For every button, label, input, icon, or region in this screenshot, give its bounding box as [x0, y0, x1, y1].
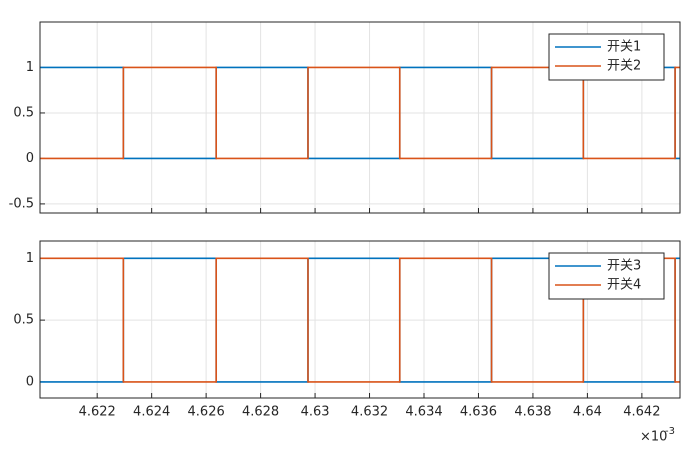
y-tick-label: 0: [26, 374, 34, 389]
x-multiplier-exponent: -3: [665, 426, 675, 437]
x-tick-label: 4.634: [405, 405, 442, 420]
axes-box: [39, 21, 681, 214]
x-tick-label: 4.636: [460, 405, 497, 420]
y-tick-label: 1: [26, 60, 34, 75]
x-tick-label: 4.624: [133, 405, 170, 420]
y-tick-label: 0: [26, 151, 34, 166]
x-tick-label: 4.632: [351, 405, 388, 420]
x-tick-label: 4.642: [623, 405, 660, 420]
x-tick-label: 4.628: [242, 405, 279, 420]
x-tick-label: 4.638: [514, 405, 551, 420]
legend-label: 开关4: [607, 278, 641, 293]
legend-box: [548, 252, 665, 300]
y-tick-label: 1: [26, 251, 34, 266]
axes-box: [39, 240, 681, 399]
x-multiplier-base: ×10: [640, 430, 667, 445]
series-line: [40, 66, 680, 160]
y-tick-label: 0.5: [13, 313, 34, 328]
y-tick-label: 0.5: [13, 105, 34, 120]
legend-label: 开关1: [607, 40, 641, 55]
x-tick-label: 4.63: [301, 405, 330, 420]
legend-box: [548, 33, 665, 81]
legend-label: 开关3: [607, 259, 641, 274]
x-tick-label: 4.64: [573, 405, 602, 420]
y-tick-label: -0.5: [9, 196, 34, 211]
legend-label: 开关2: [607, 59, 641, 74]
x-tick-label: 4.626: [188, 405, 225, 420]
x-tick-label: 4.622: [79, 405, 116, 420]
